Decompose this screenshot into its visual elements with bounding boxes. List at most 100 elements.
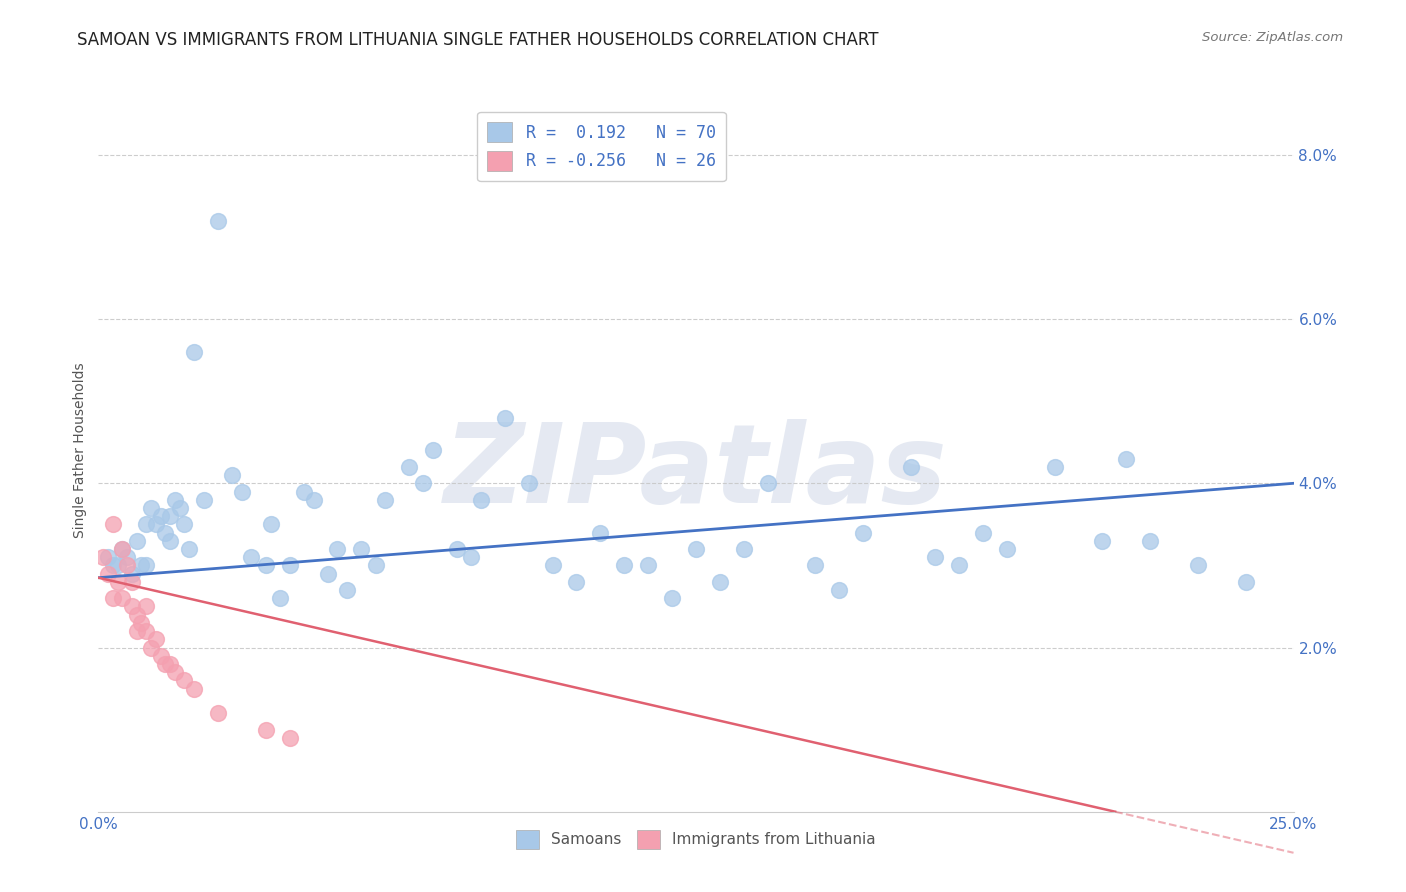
Point xyxy=(422,443,444,458)
Point xyxy=(121,599,143,614)
Point xyxy=(135,624,157,639)
Point xyxy=(1139,533,1161,548)
Point xyxy=(1234,574,1257,589)
Point xyxy=(565,574,588,589)
Point xyxy=(412,476,434,491)
Point xyxy=(948,558,970,573)
Text: Source: ZipAtlas.com: Source: ZipAtlas.com xyxy=(1202,31,1343,45)
Point xyxy=(207,706,229,721)
Point xyxy=(155,657,177,671)
Point xyxy=(179,541,201,556)
Point xyxy=(101,591,124,606)
Point xyxy=(139,500,162,515)
Point xyxy=(589,525,612,540)
Point xyxy=(115,550,138,565)
Point xyxy=(231,484,253,499)
Point xyxy=(336,582,359,597)
Point xyxy=(131,558,153,573)
Point xyxy=(924,550,946,565)
Y-axis label: Single Father Households: Single Father Households xyxy=(73,363,87,538)
Point xyxy=(115,558,138,573)
Point xyxy=(259,517,281,532)
Point xyxy=(125,533,148,548)
Point xyxy=(1115,451,1137,466)
Point xyxy=(240,550,263,565)
Text: ZIPatlas: ZIPatlas xyxy=(444,418,948,525)
Point xyxy=(254,723,277,737)
Point xyxy=(278,731,301,745)
Point xyxy=(460,550,482,565)
Point xyxy=(292,484,315,499)
Point xyxy=(1187,558,1209,573)
Point xyxy=(145,517,167,532)
Point xyxy=(995,541,1018,556)
Point xyxy=(97,566,120,581)
Point xyxy=(517,476,540,491)
Point xyxy=(709,574,731,589)
Point xyxy=(828,582,851,597)
Point xyxy=(470,492,492,507)
Point xyxy=(756,476,779,491)
Point xyxy=(183,345,205,359)
Point xyxy=(1091,533,1114,548)
Point xyxy=(131,615,153,630)
Point xyxy=(107,574,129,589)
Point xyxy=(446,541,468,556)
Point xyxy=(121,574,143,589)
Point xyxy=(159,533,181,548)
Point xyxy=(135,558,157,573)
Point xyxy=(193,492,215,507)
Point xyxy=(183,681,205,696)
Point xyxy=(149,648,172,663)
Point xyxy=(163,492,186,507)
Point xyxy=(541,558,564,573)
Point xyxy=(159,657,181,671)
Point xyxy=(135,517,157,532)
Point xyxy=(111,541,134,556)
Point xyxy=(207,213,229,227)
Point xyxy=(91,550,114,565)
Point xyxy=(733,541,755,556)
Point xyxy=(173,517,195,532)
Point xyxy=(398,459,420,474)
Point xyxy=(139,640,162,655)
Point xyxy=(254,558,277,573)
Point xyxy=(1043,459,1066,474)
Point xyxy=(169,500,191,515)
Point xyxy=(804,558,827,573)
Point xyxy=(613,558,636,573)
Point xyxy=(302,492,325,507)
Point xyxy=(278,558,301,573)
Point xyxy=(852,525,875,540)
Point xyxy=(155,525,177,540)
Point xyxy=(163,665,186,680)
Point xyxy=(494,410,516,425)
Point xyxy=(125,607,148,622)
Point xyxy=(111,591,134,606)
Point xyxy=(685,541,707,556)
Point xyxy=(101,558,124,573)
Point xyxy=(326,541,349,556)
Point xyxy=(316,566,339,581)
Point xyxy=(125,624,148,639)
Point xyxy=(159,509,181,524)
Point xyxy=(97,550,120,565)
Point xyxy=(350,541,373,556)
Point xyxy=(661,591,683,606)
Point xyxy=(107,558,129,573)
Point xyxy=(637,558,659,573)
Point xyxy=(145,632,167,647)
Text: SAMOAN VS IMMIGRANTS FROM LITHUANIA SINGLE FATHER HOUSEHOLDS CORRELATION CHART: SAMOAN VS IMMIGRANTS FROM LITHUANIA SING… xyxy=(77,31,879,49)
Point xyxy=(364,558,387,573)
Point xyxy=(173,673,195,688)
Point xyxy=(121,566,143,581)
Point xyxy=(374,492,396,507)
Point xyxy=(135,599,157,614)
Point xyxy=(149,509,172,524)
Legend: Samoans, Immigrants from Lithuania: Samoans, Immigrants from Lithuania xyxy=(510,824,882,855)
Point xyxy=(269,591,291,606)
Point xyxy=(111,541,134,556)
Point xyxy=(221,468,243,483)
Point xyxy=(972,525,994,540)
Point xyxy=(900,459,922,474)
